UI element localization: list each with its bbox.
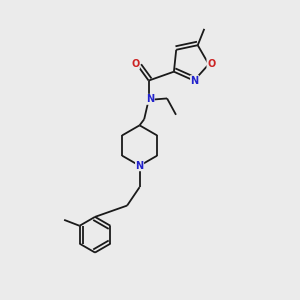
Text: O: O [207,59,215,69]
Text: O: O [131,59,140,69]
Text: N: N [190,76,199,85]
Text: N: N [146,94,154,104]
Text: N: N [136,161,144,171]
